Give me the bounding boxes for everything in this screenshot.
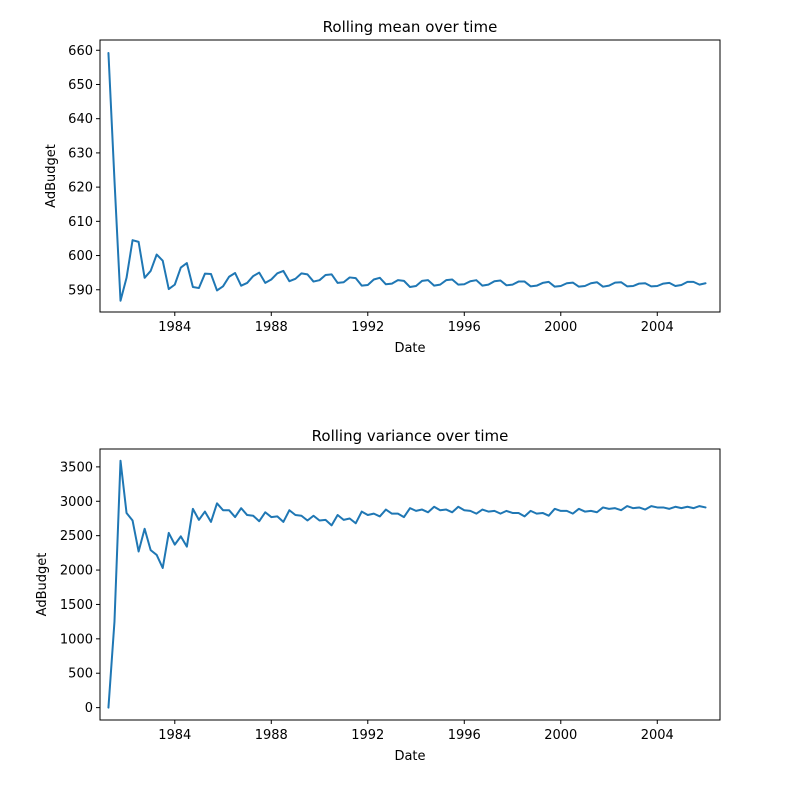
x-axis-label: Date [394, 749, 425, 764]
x-tick-label: 2004 [641, 728, 674, 743]
x-tick-label: 2004 [641, 320, 674, 335]
x-tick-label: 1992 [351, 728, 384, 743]
x-tick-label: 1996 [448, 728, 481, 743]
chart-title: Rolling variance over time [312, 427, 509, 445]
y-tick-label: 3500 [60, 460, 93, 475]
series-line [107, 52, 707, 302]
x-tick-label: 2000 [544, 728, 577, 743]
y-tick-label: 630 [68, 146, 93, 161]
axes-frame [99, 448, 721, 721]
chart-title: Rolling mean over time [323, 18, 498, 36]
rolling-mean-chart: 1984 1988 1992 1996 2000 2004 590 600 610 620 630 6… [44, 18, 721, 356]
x-tick-label: 2000 [544, 320, 577, 335]
rolling-variance-chart: 1984 1988 1992 1996 2000 2004 0 500 1000 1500 2000… [35, 427, 721, 764]
x-tick-label: 1996 [448, 320, 481, 335]
y-tick-label: 2500 [60, 529, 93, 544]
x-tick-label: 1984 [158, 728, 191, 743]
x-tick-label: 1988 [255, 728, 288, 743]
y-axis-label: AdBudget [35, 553, 50, 617]
y-tick-label: 590 [68, 283, 93, 298]
x-tick-label: 1988 [255, 320, 288, 335]
y-tick-label: 600 [68, 249, 93, 264]
y-tick-label: 1000 [60, 632, 93, 647]
series-line [107, 459, 707, 709]
axes-frame [99, 39, 721, 313]
y-tick-label: 640 [68, 112, 93, 127]
y-tick-label: 2000 [60, 564, 93, 579]
x-tick-label: 1992 [351, 320, 384, 335]
y-tick-label: 610 [68, 215, 93, 230]
y-tick-label: 3000 [60, 495, 93, 510]
y-tick-label: 500 [68, 667, 93, 682]
x-tick-label: 1984 [158, 320, 191, 335]
x-axis-label: Date [394, 341, 425, 356]
y-tick-label: 620 [68, 181, 93, 196]
y-tick-label: 0 [85, 701, 93, 716]
y-axis-label: AdBudget [44, 144, 59, 208]
y-tick-label: 650 [68, 78, 93, 93]
y-tick-label: 1500 [60, 598, 93, 613]
y-tick-label: 660 [68, 44, 93, 59]
